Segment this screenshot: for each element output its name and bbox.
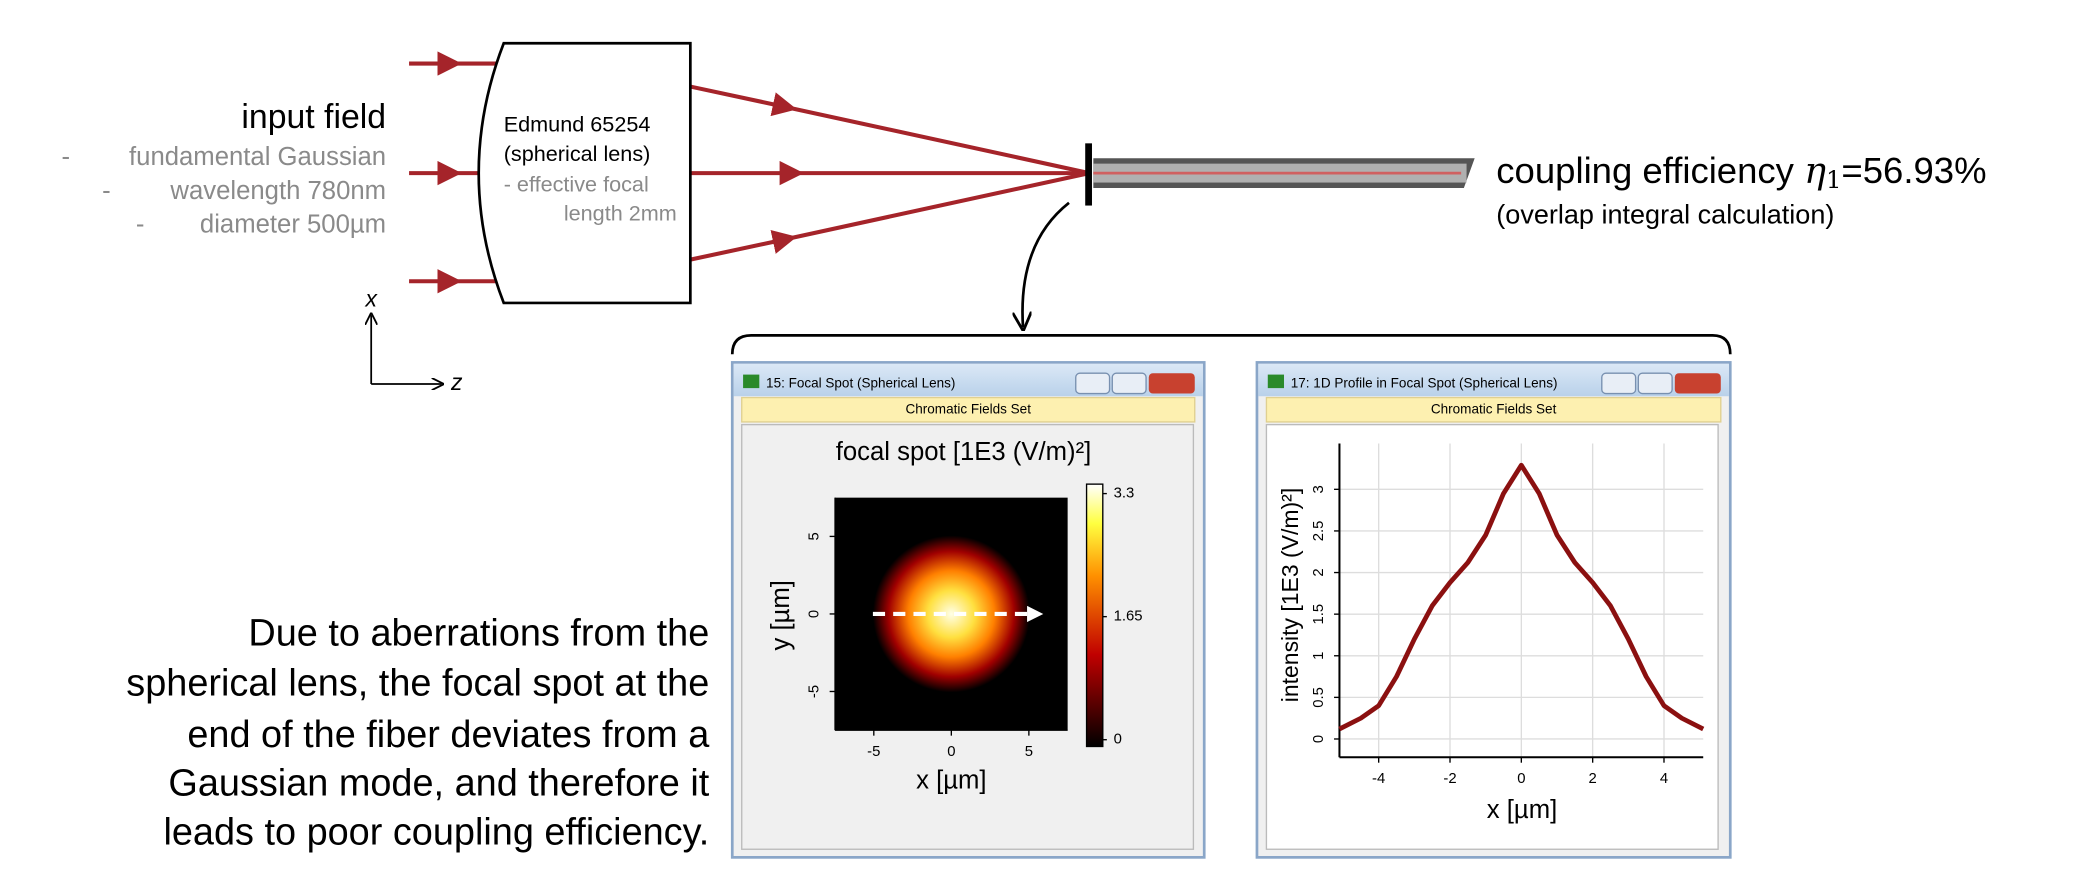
rays <box>409 51 1090 294</box>
y-tick-label: 3 <box>1311 485 1327 493</box>
fiber <box>1085 143 1475 206</box>
y-tick-label: 2.5 <box>1311 521 1327 542</box>
y-tick-label: 0.5 <box>1311 687 1327 708</box>
y-tick-label: 2 <box>1311 568 1327 576</box>
input-title: input field <box>241 98 386 136</box>
close-button[interactable] <box>1148 373 1195 394</box>
desc: Due to aberrations from the <box>248 613 709 655</box>
colorbar-label: 1.65 <box>1114 609 1143 625</box>
x-tick-label: 5 <box>1025 744 1033 760</box>
profile-line <box>1338 462 1705 732</box>
bracket <box>730 334 1732 355</box>
eta-sub: 1 <box>1826 165 1841 194</box>
coupling: coupling efficiency η1=56.93% <box>1496 149 1986 194</box>
dash: - <box>136 211 145 239</box>
dash: - <box>62 143 71 171</box>
y-tick-label: 5 <box>807 532 823 540</box>
y-tick-label: -5 <box>807 685 823 698</box>
y-label: intensity [1E3 (V/m)²] <box>1277 488 1303 702</box>
axis-x: x <box>364 285 378 311</box>
window-button[interactable] <box>1601 372 1637 395</box>
colorbar-label: 0 <box>1114 732 1122 748</box>
x-tick-label: 4 <box>1660 771 1668 787</box>
lens-kind: (spherical lens) <box>504 141 651 166</box>
lens-focal: length 2mm <box>564 201 677 226</box>
colorbar <box>1085 483 1104 748</box>
x-tick-label: 2 <box>1589 771 1597 787</box>
desc: Gaussian mode, and therefore it <box>168 763 709 805</box>
x-label: x [µm] <box>1487 796 1557 824</box>
close-button[interactable] <box>1674 373 1721 394</box>
arrow <box>1022 201 1070 327</box>
dash: - <box>102 177 111 205</box>
colorbar-label: 3.3 <box>1114 486 1135 502</box>
lens-focal: - effective focal <box>504 171 649 196</box>
window-title: 17: 1D Profile in Focal Spot (Spherical … <box>1291 376 1558 391</box>
x-tick-label: 0 <box>947 744 955 760</box>
x-tick-label: -2 <box>1443 771 1456 787</box>
y-label: y [µm] <box>767 580 795 650</box>
coupling-label: coupling efficiency <box>1496 150 1794 191</box>
desc: spherical lens, the focal spot at the <box>126 663 709 705</box>
desc: leads to poor coupling efficiency. <box>163 811 709 853</box>
input-item: fundamental Gaussian <box>129 143 386 171</box>
focal-spot <box>872 535 1030 693</box>
input-item: diameter 500µm <box>200 211 386 239</box>
dash-text: - effective focal <box>504 171 649 196</box>
icon <box>743 374 760 389</box>
window-button[interactable] <box>1637 372 1673 395</box>
panel <box>1265 423 1719 850</box>
window-button[interactable] <box>1075 372 1111 395</box>
icon <box>1267 374 1285 389</box>
chart-title: focal spot [1E3 (V/m)²] <box>836 438 1092 466</box>
coupling-value: =56.93% <box>1841 150 1986 191</box>
y-tick-label: 1.5 <box>1311 604 1327 625</box>
y-tick-label: 0 <box>807 610 823 618</box>
window-button[interactable] <box>1111 372 1147 395</box>
tab-label: Chromatic Fields Set <box>906 401 1032 416</box>
eta: η <box>1804 149 1826 192</box>
axis-z: z <box>450 369 463 395</box>
input-item: wavelength 780nm <box>169 177 386 205</box>
x-tick-label: 0 <box>1517 771 1525 787</box>
x-label: x [µm] <box>916 766 986 794</box>
desc: end of the fiber deviates from a <box>187 714 710 756</box>
window-title: 15: Focal Spot (Spherical Lens) <box>766 376 955 391</box>
coupling-note: (overlap integral calculation) <box>1496 200 1834 230</box>
tab-bar <box>1265 396 1722 423</box>
axes-icon <box>371 315 441 384</box>
y-tick-label: 0 <box>1311 735 1327 743</box>
tab-bar <box>741 396 1196 423</box>
y-tick-label: 1 <box>1311 652 1327 660</box>
x-tick-label: -5 <box>867 744 880 760</box>
tab-label: Chromatic Fields Set <box>1431 401 1557 416</box>
lens <box>477 41 692 305</box>
lens-name: Edmund 65254 <box>504 111 651 136</box>
x-tick-label: -4 <box>1372 771 1385 787</box>
